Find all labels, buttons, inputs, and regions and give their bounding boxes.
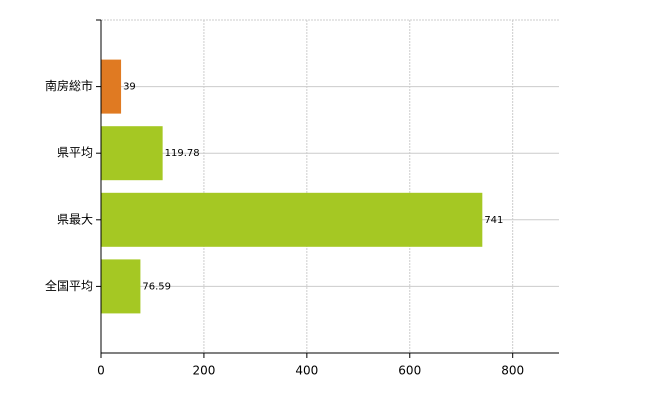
x-tick-label: 800 bbox=[501, 364, 524, 378]
bar bbox=[101, 59, 122, 114]
value-label: 741 bbox=[484, 215, 503, 226]
bar bbox=[101, 192, 483, 247]
value-label: 119.78 bbox=[165, 148, 200, 159]
x-tick-label: 600 bbox=[398, 364, 421, 378]
x-tick-label: 0 bbox=[97, 364, 105, 378]
bar bbox=[101, 126, 163, 181]
value-label: 76.59 bbox=[142, 281, 171, 292]
y-tick-label: 県平均 bbox=[57, 146, 93, 160]
y-tick-label: 南房総市 bbox=[45, 78, 93, 93]
x-tick-label: 400 bbox=[295, 364, 318, 378]
y-tick-label: 県最大 bbox=[57, 212, 93, 226]
value-label: 39 bbox=[123, 82, 136, 93]
bar bbox=[101, 259, 141, 314]
y-tick-label: 全国平均 bbox=[45, 278, 93, 293]
x-tick-label: 200 bbox=[192, 364, 215, 378]
